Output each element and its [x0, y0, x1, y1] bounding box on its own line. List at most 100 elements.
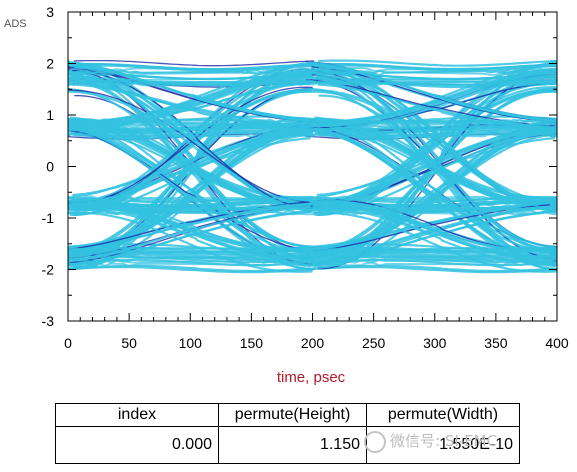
eye-trace [0, 74, 67, 126]
eye-trace [562, 65, 577, 122]
results-table: index permute(Height) permute(Width) 0.0… [55, 403, 520, 464]
eye-trace [554, 206, 557, 209]
eye-trace [564, 124, 577, 129]
eye-trace [562, 77, 577, 253]
eye-trace [561, 89, 577, 254]
eye-trace [68, 203, 69, 206]
eye-trace [561, 128, 577, 195]
eye-trace [68, 271, 69, 273]
eye-trace [549, 68, 557, 72]
eye-trace [68, 245, 70, 249]
header-index: index [55, 403, 219, 427]
eye-trace [556, 257, 557, 259]
eye-trace [550, 203, 557, 207]
eye-trace [68, 81, 557, 87]
eye-trace [68, 132, 557, 138]
eye-trace [0, 64, 67, 210]
eye-trace [0, 67, 68, 122]
eye-trace [0, 201, 67, 248]
eye-trace [558, 123, 577, 268]
eye-trace [0, 70, 68, 265]
eye-trace [0, 127, 66, 132]
eye-traces [0, 59, 577, 274]
eye-trace [68, 264, 69, 267]
eye-trace [552, 129, 557, 132]
eye-trace [0, 75, 67, 210]
eye-trace [563, 64, 577, 211]
eye-trace [560, 203, 577, 259]
eye-trace [68, 121, 557, 127]
eye-trace [68, 197, 557, 203]
eye-trace [0, 207, 66, 262]
watermark-text: 微信号: SI-EMC [390, 432, 498, 450]
eye-trace [73, 59, 315, 67]
eye-trace [563, 82, 577, 87]
eye-trace [68, 203, 557, 209]
eye-trace [68, 121, 69, 124]
eye-trace [68, 61, 312, 121]
eye-trace [68, 76, 557, 82]
eye-trace [309, 199, 557, 250]
plot-border [67, 11, 558, 322]
eye-trace [0, 134, 66, 139]
eye-trace [318, 64, 557, 72]
eye-trace [562, 200, 577, 251]
eye-trace [68, 133, 71, 136]
eye-trace [68, 250, 557, 256]
eye-trace [551, 253, 557, 256]
eye-trace [68, 133, 71, 137]
eye-trace [68, 196, 69, 199]
eye-trace [0, 204, 67, 251]
eye-trace [554, 63, 557, 66]
eye-trace [68, 268, 69, 271]
eye-trace [559, 122, 577, 254]
eye-trace [68, 126, 69, 129]
eye-trace [0, 211, 68, 265]
eye-trace [68, 131, 69, 133]
eye-trace [564, 135, 577, 247]
x-tick-label: 250 [362, 335, 386, 351]
eye-trace [555, 251, 557, 254]
eye-trace [68, 261, 70, 264]
eye-trace [68, 249, 70, 252]
eye-trace [0, 206, 67, 211]
eye-trace [557, 128, 577, 210]
eye-trace [318, 59, 557, 67]
eye-trace [555, 258, 557, 261]
eye-trace [555, 68, 557, 71]
header-height: permute(Height) [218, 403, 367, 427]
eye-trace [68, 255, 69, 258]
eye-trace [68, 200, 69, 204]
eye-trace [0, 255, 67, 260]
eye-trace [68, 200, 69, 204]
eye-trace [558, 128, 577, 205]
eye-trace [68, 206, 69, 209]
eye-trace [550, 127, 557, 131]
eye-trace [68, 64, 70, 67]
eye-trace [68, 257, 69, 260]
eye-trace [0, 131, 68, 204]
eye-trace [0, 74, 67, 264]
eye-trace [0, 90, 68, 209]
eye-trace [68, 86, 69, 89]
eye-trace [68, 259, 69, 262]
y-tick-label: -3 [42, 313, 55, 329]
eye-trace [555, 206, 557, 209]
x-tick-label: 0 [64, 335, 72, 351]
eye-trace [68, 207, 70, 210]
eye-trace [0, 200, 66, 205]
eye-trace [554, 78, 557, 81]
eye-trace [0, 252, 66, 257]
eye-trace [558, 132, 577, 249]
eye-trace [554, 248, 557, 251]
eye-trace [312, 211, 557, 273]
eye-trace [0, 84, 66, 129]
eye-trace [563, 96, 577, 251]
eye-trace [68, 126, 69, 129]
eye-trace [563, 72, 577, 269]
y-tick-label: 2 [46, 56, 54, 72]
eye-trace [558, 206, 577, 263]
eye-trace [68, 131, 69, 135]
x-tick-label: 350 [484, 335, 508, 351]
eye-trace [0, 130, 67, 250]
